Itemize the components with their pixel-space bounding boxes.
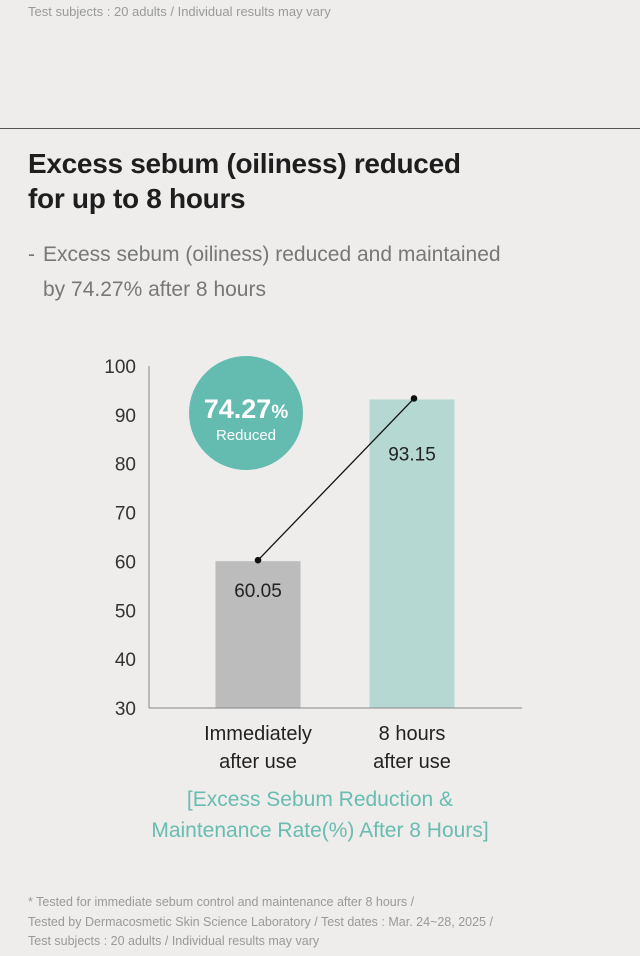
- footnote-line1: * Tested for immediate sebum control and…: [28, 895, 415, 909]
- bar-value-label: 93.15: [388, 444, 436, 465]
- badge-value: 74.27%: [204, 394, 289, 424]
- x-axis-labels: Immediately after use 8 hours after use: [204, 723, 451, 773]
- y-tick-label: 40: [115, 650, 136, 671]
- subline-line1: Excess sebum (oiliness) reduced and main…: [43, 243, 501, 266]
- subline-line2: by 74.27% after 8 hours: [43, 278, 266, 301]
- footnote: * Tested for immediate sebum control and…: [28, 893, 628, 952]
- chart-caption-line1: [Excess Sebum Reduction &: [186, 788, 454, 811]
- headline: Excess sebum (oiliness) reduced for up t…: [28, 146, 608, 216]
- badge-number: 74.27: [204, 394, 272, 424]
- x-tick-label: after use: [373, 751, 451, 773]
- trend-point: [410, 395, 418, 402]
- footnote-line3: Test subjects : 20 adults / Individual r…: [28, 934, 320, 948]
- bars: [215, 399, 455, 708]
- footnote-line2: Tested by Dermacosmetic Skin Science Lab…: [28, 914, 493, 929]
- chart-caption: [Excess Sebum Reduction & Maintenance Ra…: [0, 784, 640, 846]
- bar-value-label: 60.05: [234, 581, 282, 602]
- trend-segment: [257, 398, 415, 561]
- x-tick-label: after use: [219, 751, 297, 773]
- x-tick-label: 8 hours: [379, 723, 446, 745]
- y-tick-label: 50: [115, 601, 136, 622]
- subline-dash: -: [28, 243, 35, 266]
- value-labels: 60.05 93.15: [234, 444, 436, 602]
- bar-chart: 30 40 50 60 70 80 90 100 60.05 93.15 Immediately…: [104, 356, 522, 773]
- headline-line1: Excess sebum (oiliness) reduced: [28, 148, 461, 179]
- subline: - Excess sebum (oiliness) reduced and mai…: [28, 237, 618, 307]
- trend-point: [254, 556, 262, 564]
- y-tick-label: 100: [104, 357, 136, 378]
- top-note: Test subjects : 20 adults / Individual r…: [28, 4, 331, 19]
- divider: [0, 128, 640, 129]
- badge-unit: %: [271, 402, 288, 423]
- subline-line1-wrap: - Excess sebum (oiliness) reduced and mai…: [28, 237, 618, 272]
- trend-line: [254, 395, 418, 564]
- bar: [215, 561, 301, 708]
- bar: [369, 399, 455, 708]
- y-axis-ticks: 30 40 50 60 70 80 90 100: [104, 357, 136, 720]
- y-tick-label: 90: [115, 406, 136, 427]
- headline-line2: for up to 8 hours: [28, 183, 246, 214]
- badge-circle: [189, 356, 303, 470]
- badge-label: Reduced: [216, 427, 276, 444]
- y-tick-label: 70: [115, 504, 136, 525]
- y-tick-label: 60: [115, 552, 136, 573]
- reduction-badge: 74.27% Reduced: [189, 356, 303, 470]
- y-tick-label: 30: [115, 699, 136, 720]
- chart-caption-line2: Maintenance Rate(%) After 8 Hours]: [151, 819, 489, 842]
- x-tick-label: Immediately: [204, 723, 312, 745]
- y-tick-label: 80: [115, 455, 136, 476]
